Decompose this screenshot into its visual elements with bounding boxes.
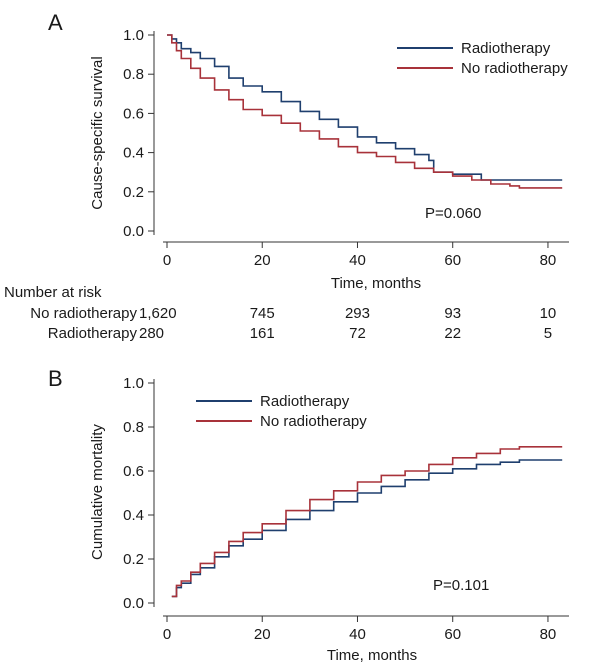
panel-b-letter: B: [48, 366, 63, 391]
series-line-radiotherapy: [171, 459, 563, 598]
x-tick-label: 40: [349, 252, 366, 269]
panel-a-x-axis-label: Time, months: [331, 275, 421, 292]
risk-cell: 10: [540, 305, 557, 322]
risk-cell: 293: [345, 305, 370, 322]
risk-table-title: Number at risk: [4, 284, 102, 301]
panel-b-x-axis-label: Time, months: [327, 647, 417, 664]
y-tick-label: 0.2: [123, 551, 144, 568]
panel-b-legend: Radiotherapy No radiotherapy: [196, 393, 367, 430]
panel-a-letter: A: [48, 10, 63, 35]
panel-a-y-axis-label: Cause-specific survival: [89, 56, 106, 209]
y-tick-label: 1.0: [123, 27, 144, 44]
y-tick-label: 1.0: [123, 375, 144, 392]
legend-label: Radiotherapy: [260, 393, 350, 410]
panel-a: A 0.0 0.2 0.4 0.6 0.8 1.0 0 20 40 60 80 Radiothera…: [4, 10, 569, 342]
x-tick-label: 80: [540, 626, 557, 643]
legend-label: Radiotherapy: [461, 40, 551, 57]
risk-row-label: Radiotherapy: [48, 325, 138, 342]
y-tick-label: 0.8: [123, 419, 144, 436]
risk-cell: 280: [139, 325, 164, 342]
y-tick-label: 0.8: [123, 66, 144, 83]
y-tick-label: 0.0: [123, 595, 144, 612]
risk-cell: 72: [349, 325, 366, 342]
panel-a-legend: Radiotherapy No radiotherapy: [397, 40, 568, 77]
panel-a-risk-table: Number at risk No radiotherapy 1,620 745 293…: [4, 284, 556, 342]
panel-a-series: [167, 34, 563, 189]
panel-b-y-axis-label: Cumulative mortality: [89, 424, 106, 560]
x-tick-label: 0: [163, 626, 171, 643]
panel-b-p-value: P=0.101: [433, 577, 489, 594]
risk-row-label: No radiotherapy: [30, 305, 137, 322]
x-tick-label: 80: [540, 252, 557, 269]
x-tick-label: 40: [349, 626, 366, 643]
x-tick-label: 20: [254, 252, 271, 269]
panel-b-series: [171, 446, 563, 598]
legend-label: No radiotherapy: [461, 60, 568, 77]
legend-label: No radiotherapy: [260, 413, 367, 430]
series-line-no-radiotherapy: [167, 34, 563, 189]
y-tick-label: 0.6: [123, 463, 144, 480]
risk-cell: 5: [544, 325, 552, 342]
risk-cell: 161: [250, 325, 275, 342]
panel-b: B 0.0 0.2 0.4 0.6 0.8 1.0 0 20 40 60 80 Radiothera…: [48, 366, 569, 664]
panel-a-p-value: P=0.060: [425, 205, 481, 222]
risk-cell: 745: [250, 305, 275, 322]
panel-a-axes: 0.0 0.2 0.4 0.6 0.8 1.0 0 20 40 60 80: [123, 27, 569, 269]
series-line-no-radiotherapy: [171, 446, 563, 598]
risk-cell: 22: [444, 325, 461, 342]
risk-cell: 93: [444, 305, 461, 322]
panel-b-axes: 0.0 0.2 0.4 0.6 0.8 1.0 0 20 40 60 80: [123, 375, 569, 643]
x-tick-label: 0: [163, 252, 171, 269]
y-tick-label: 0.6: [123, 105, 144, 122]
y-tick-label: 0.4: [123, 507, 144, 524]
y-tick-label: 0.0: [123, 223, 144, 240]
y-tick-label: 0.4: [123, 145, 144, 162]
x-tick-label: 20: [254, 626, 271, 643]
x-tick-label: 60: [444, 252, 461, 269]
risk-cell: 1,620: [139, 305, 177, 322]
x-tick-label: 60: [444, 626, 461, 643]
y-tick-label: 0.2: [123, 184, 144, 201]
